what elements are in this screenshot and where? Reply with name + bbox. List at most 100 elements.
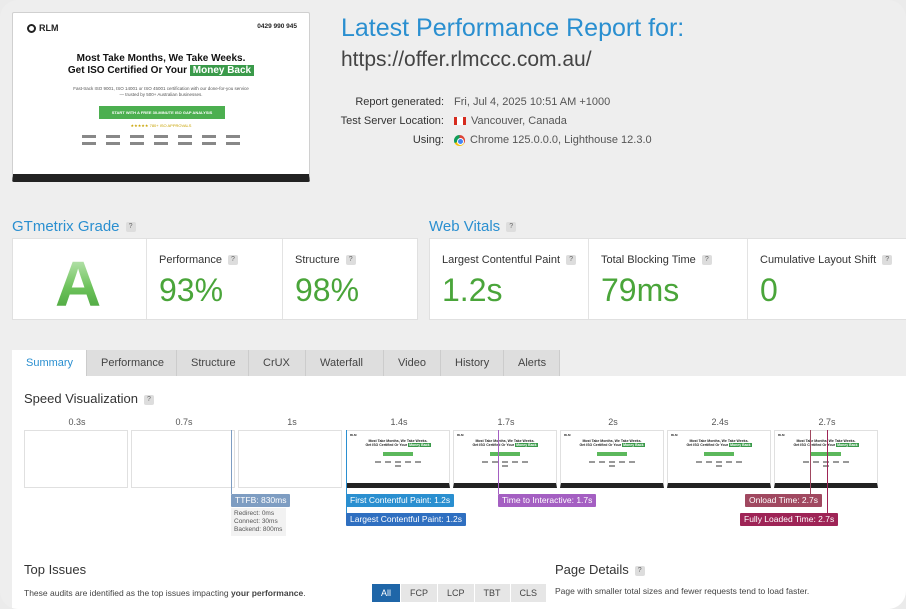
structure-label: Structure?	[295, 254, 356, 266]
filter-cls[interactable]: CLS	[510, 584, 548, 602]
lcp-marker[interactable]: Largest Contentful Paint: 1.2s	[346, 513, 466, 526]
top-issues-heading: Top Issues	[24, 562, 87, 577]
time-label: 0.3s	[68, 417, 86, 427]
tab-summary[interactable]: Summary	[12, 350, 87, 376]
onload-line	[810, 430, 811, 494]
thumbnail-headline: Most Take Months, We Take Weeks. Get ISO…	[13, 53, 309, 77]
help-icon[interactable]: ?	[882, 255, 893, 266]
fcp-marker[interactable]: First Contentful Paint: 1.2s	[346, 494, 455, 507]
help-icon[interactable]: ?	[634, 565, 645, 576]
chrome-icon	[454, 134, 465, 146]
time-label: 1s	[287, 417, 297, 427]
lcp-cell: Largest Contentful Paint? 1.2s	[430, 239, 589, 319]
meta-label-using: Using:	[412, 134, 444, 146]
help-icon[interactable]: ?	[227, 255, 238, 266]
report-tabs: Summary Performance Structure CrUX Water…	[12, 350, 560, 376]
help-icon[interactable]: ?	[506, 222, 517, 233]
tab-history[interactable]: History	[441, 350, 504, 376]
page-details-heading: Page Details?	[555, 562, 645, 577]
tbt-value: 79ms	[601, 272, 680, 308]
speed-visualization-heading: Speed Visualization?	[24, 391, 154, 406]
thumbnail-subtext: Fast-track ISO 9001, ISO 14001 or ISO 45…	[73, 86, 249, 97]
help-icon[interactable]: ?	[345, 255, 356, 266]
time-label: 0.7s	[175, 417, 193, 427]
time-label: 2.4s	[711, 417, 729, 427]
tab-waterfall[interactable]: Waterfall	[306, 350, 384, 376]
grade-letter: A	[55, 248, 102, 320]
filmstrip-frame[interactable]: RLM Most Take Months, We Take Weeks. Get …	[346, 430, 450, 488]
performance-label: Performance?	[159, 254, 238, 266]
tab-crux[interactable]: CrUX	[249, 350, 306, 376]
fcp-lcp-line	[346, 430, 347, 514]
filmstrip-frame[interactable]: RLM Most Take Months, We Take Weeks. Get …	[774, 430, 878, 488]
time-label: 1.4s	[390, 417, 408, 427]
meta-label-generated: Report generated:	[355, 96, 444, 108]
report-url[interactable]: https://offer.rlmccc.com.au/	[341, 48, 592, 71]
report-title: Latest Performance Report for:	[341, 14, 685, 42]
fully-loaded-line	[827, 430, 828, 514]
tbt-label: Total Blocking Time?	[601, 254, 712, 266]
filmstrip-frame[interactable]: RLM Most Take Months, We Take Weeks. Get …	[560, 430, 664, 488]
filter-fcp[interactable]: FCP	[401, 584, 439, 602]
help-icon[interactable]: ?	[143, 394, 154, 405]
ttfb-details: Redirect: 0ms Connect: 30ms Backend: 800…	[231, 508, 286, 536]
tti-line	[498, 430, 499, 494]
cls-label: Cumulative Layout Shift?	[760, 254, 893, 266]
report-location-value: Vancouver, Canada	[454, 112, 652, 131]
thumbnail-phone: 0429 990 945	[257, 23, 297, 30]
web-vitals-heading: Web Vitals?	[429, 218, 517, 235]
issue-filters: All FCP LCP TBT CLS	[372, 584, 548, 602]
cls-value: 0	[760, 272, 778, 308]
performance-cell: Performance? 93%	[147, 239, 283, 319]
tab-video[interactable]: Video	[384, 350, 441, 376]
gtmetrix-grade-heading: GTmetrix Grade?	[12, 218, 136, 235]
lcp-value: 1.2s	[442, 272, 503, 308]
tbt-cell: Total Blocking Time? 79ms	[589, 239, 748, 319]
filmstrip-frame[interactable]	[24, 430, 128, 488]
performance-value: 93%	[159, 272, 224, 308]
tab-performance[interactable]: Performance	[87, 350, 177, 376]
report-browser-value: Chrome 125.0.0.0, Lighthouse 12.3.0	[454, 131, 652, 150]
report-generated-value: Fri, Jul 4, 2025 10:51 AM +1000	[454, 96, 611, 108]
canada-flag-icon	[454, 117, 466, 126]
tti-marker[interactable]: Time to Interactive: 1.7s	[498, 494, 597, 507]
web-vitals-card: Largest Contentful Paint? 1.2s Total Blo…	[429, 238, 906, 320]
filmstrip-frame[interactable]	[131, 430, 235, 488]
structure-value: 98%	[295, 272, 360, 308]
ttfb-marker[interactable]: TTFB: 830ms	[231, 494, 291, 507]
filter-lcp[interactable]: LCP	[438, 584, 475, 602]
thumbnail-stars: ★★★★★ 780+ ISO APPROVALS	[130, 123, 192, 128]
structure-cell: Structure? 98%	[283, 239, 417, 319]
filmstrip-frame[interactable]	[238, 430, 342, 488]
thumbnail-cta: START WITH A FREE 30-MINUTE ISO GAP ANAL…	[99, 106, 225, 119]
lcp-label: Largest Contentful Paint?	[442, 254, 577, 266]
grade-card: A Performance? 93% Structure? 98%	[12, 238, 418, 320]
thumbnail-client-logos	[73, 135, 249, 145]
report-meta-labels: Report generated: Test Server Location: …	[330, 93, 444, 150]
time-label: 1.7s	[497, 417, 515, 427]
cls-cell: Cumulative Layout Shift? 0	[748, 239, 906, 319]
page-screenshot-thumbnail[interactable]: RLM 0429 990 945 Most Take Months, We Ta…	[12, 12, 310, 182]
top-issues-description: These audits are identified as the top i…	[24, 588, 306, 598]
help-icon[interactable]: ?	[566, 255, 577, 266]
help-icon[interactable]: ?	[125, 222, 136, 233]
filter-all[interactable]: All	[372, 584, 402, 602]
report-meta-values: Fri, Jul 4, 2025 10:51 AM +1000 Vancouve…	[454, 93, 652, 150]
page-details-description: Page with smaller total sizes and fewer …	[555, 586, 810, 596]
filmstrip-frame[interactable]: RLM Most Take Months, We Take Weeks. Get …	[453, 430, 557, 488]
tab-structure[interactable]: Structure	[177, 350, 249, 376]
filmstrip-frame[interactable]: RLM Most Take Months, We Take Weeks. Get …	[667, 430, 771, 488]
tab-alerts[interactable]: Alerts	[504, 350, 560, 376]
thumbnail-logo: RLM	[27, 23, 59, 33]
fully-loaded-marker[interactable]: Fully Loaded Time: 2.7s	[740, 513, 839, 526]
grade-letter-cell: A	[13, 239, 147, 320]
time-label: 2s	[608, 417, 618, 427]
summary-panel	[12, 376, 906, 609]
meta-label-location: Test Server Location:	[340, 115, 444, 127]
ttfb-line	[231, 430, 232, 494]
onload-marker[interactable]: Onload Time: 2.7s	[745, 494, 822, 507]
filter-tbt[interactable]: TBT	[474, 584, 511, 602]
time-label: 2.7s	[818, 417, 836, 427]
help-icon[interactable]: ?	[701, 255, 712, 266]
